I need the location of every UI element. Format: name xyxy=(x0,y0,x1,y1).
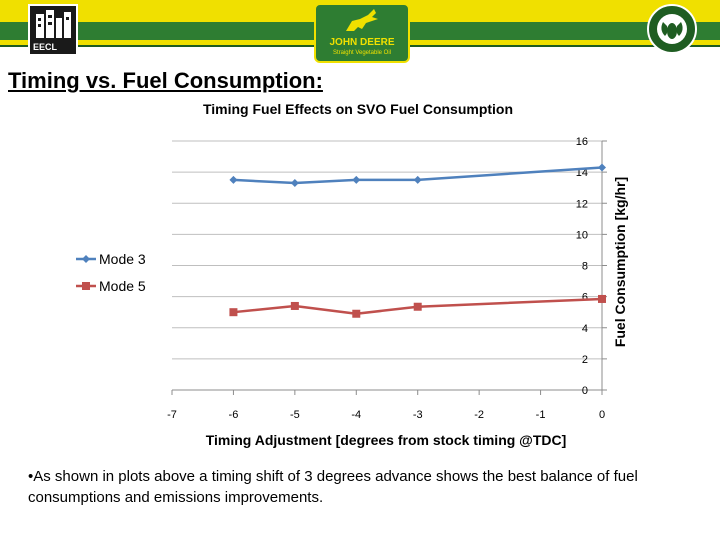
john-deere-subtitle: Straight Vegetable Oil xyxy=(332,50,392,56)
y-axis-label: Fuel Consumption [kg/hr] xyxy=(612,177,628,347)
x-tick-label: -4 xyxy=(351,409,361,421)
series-mode-3 xyxy=(229,163,606,188)
y-tick-label: 12 xyxy=(576,198,588,210)
eecl-logo: EECL xyxy=(28,4,78,56)
y-tick-label: 4 xyxy=(582,323,588,335)
chart-gridlines xyxy=(172,140,603,391)
data-point xyxy=(229,308,238,317)
eecl-logo-text: EECL xyxy=(33,42,58,52)
legend-marker xyxy=(82,255,90,263)
slide-title: Timing vs. Fuel Consumption: xyxy=(8,68,323,93)
deer-icon xyxy=(346,9,378,31)
x-tick-label: -7 xyxy=(167,409,177,421)
ram-icon xyxy=(657,14,687,44)
chart-title: Timing Fuel Effects on SVO Fuel Consumpt… xyxy=(202,101,514,117)
data-point xyxy=(352,175,361,184)
y-tick-label: 2 xyxy=(582,354,588,366)
data-point xyxy=(290,179,299,188)
legend-item: Mode 3 xyxy=(76,251,146,267)
x-axis-ticks: -7 -6 -5 -4 -3 -2 -1 0 xyxy=(167,390,605,421)
x-tick-label: -5 xyxy=(290,409,300,421)
series-mode-5 xyxy=(229,294,606,318)
y-tick-label: 10 xyxy=(576,229,588,241)
x-tick-label: -3 xyxy=(413,409,423,421)
data-point xyxy=(352,309,361,318)
x-axis-label: Timing Adjustment [degrees from stock ti… xyxy=(206,432,567,448)
x-tick-label: -6 xyxy=(229,409,239,421)
chart-legend: Mode 3 Mode 5 xyxy=(76,251,146,294)
chart-series xyxy=(229,163,606,318)
bullet-note: •As shown in plots above a timing shift … xyxy=(28,468,638,506)
y-tick-label: 6 xyxy=(582,292,588,304)
legend-label: Mode 5 xyxy=(99,278,146,294)
y-tick-label: 8 xyxy=(582,261,588,273)
y-tick-label: 16 xyxy=(576,136,588,148)
data-point xyxy=(598,294,606,303)
data-point xyxy=(229,175,238,184)
x-tick-label: 0 xyxy=(599,409,605,421)
csu-ram-logo xyxy=(647,4,697,54)
legend-label: Mode 3 xyxy=(99,251,146,267)
data-point xyxy=(413,175,422,184)
y-tick-label: 0 xyxy=(582,385,588,397)
john-deere-logo: JOHN DEERE Straight Vegetable Oil xyxy=(314,3,410,63)
data-point xyxy=(290,301,299,310)
legend-marker xyxy=(82,282,90,290)
x-tick-label: -2 xyxy=(474,409,484,421)
john-deere-name: JOHN DEERE xyxy=(329,37,395,48)
legend-item: Mode 5 xyxy=(76,278,146,294)
data-point xyxy=(413,302,422,311)
data-point xyxy=(598,163,606,172)
x-tick-label: -1 xyxy=(536,409,546,421)
